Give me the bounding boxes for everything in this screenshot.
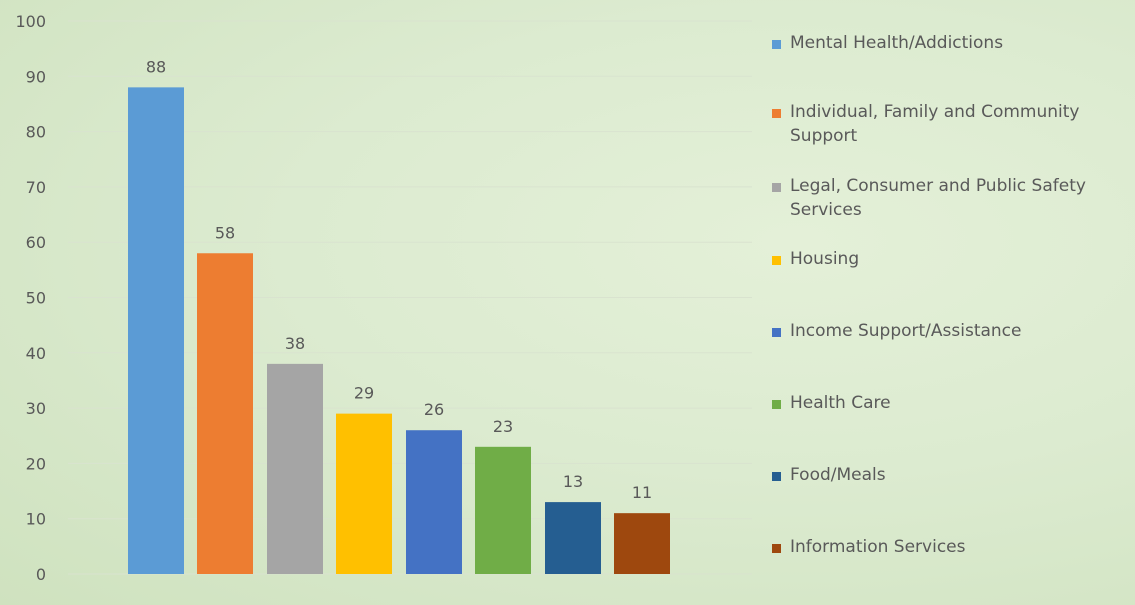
legend-swatch bbox=[772, 328, 781, 337]
bar-1 bbox=[128, 87, 184, 575]
bar-2 bbox=[197, 253, 253, 574]
y-axis-ticks: 0 10 20 30 40 50 60 70 80 90 100 bbox=[15, 12, 46, 584]
y-tick-label: 50 bbox=[26, 289, 46, 308]
legend-item-family-support: Individual, Family and Community Support bbox=[772, 100, 1132, 148]
data-label: 23 bbox=[493, 417, 513, 436]
data-label: 58 bbox=[215, 223, 235, 242]
bar-chart: 0 10 20 30 40 50 60 70 80 90 100 88 58 38 29 26 23 13 11 bbox=[15, 12, 752, 584]
data-label: 11 bbox=[632, 483, 652, 502]
legend-item-health-care: Health Care bbox=[772, 391, 1132, 415]
bar-4 bbox=[336, 413, 392, 574]
legend-item-food-meals: Food/Meals bbox=[772, 463, 1132, 487]
y-tick-label: 60 bbox=[26, 233, 46, 252]
legend: Mental Health/Addictions Individual, Fam… bbox=[772, 0, 1132, 605]
legend-swatch bbox=[772, 472, 781, 481]
data-label: 26 bbox=[424, 400, 444, 419]
y-tick-label: 90 bbox=[26, 67, 46, 86]
bar-8 bbox=[614, 513, 670, 574]
legend-swatch bbox=[772, 544, 781, 553]
y-tick-label: 100 bbox=[15, 12, 46, 31]
legend-item-information-services: Information Services bbox=[772, 535, 1132, 559]
data-label: 38 bbox=[285, 334, 305, 353]
legend-label: Health Care bbox=[790, 393, 891, 413]
y-tick-label: 80 bbox=[26, 123, 46, 142]
y-tick-label: 10 bbox=[26, 510, 46, 529]
y-tick-label: 30 bbox=[26, 399, 46, 418]
bars bbox=[128, 87, 670, 575]
bar-3 bbox=[267, 363, 323, 574]
legend-swatch bbox=[772, 400, 781, 409]
legend-swatch bbox=[772, 109, 781, 118]
bar-6 bbox=[475, 446, 531, 574]
y-tick-label: 40 bbox=[26, 344, 46, 363]
data-label: 29 bbox=[354, 384, 374, 403]
legend-label: Individual, Family and Community Support bbox=[790, 102, 1080, 146]
legend-label: Legal, Consumer and Public Safety Servic… bbox=[790, 176, 1086, 220]
legend-item-mental-health: Mental Health/Addictions bbox=[772, 31, 1132, 55]
legend-label: Housing bbox=[790, 249, 860, 269]
bar-7 bbox=[545, 502, 601, 574]
legend-item-housing: Housing bbox=[772, 247, 1132, 271]
data-label: 88 bbox=[146, 57, 166, 76]
legend-label: Information Services bbox=[790, 537, 966, 557]
legend-label: Food/Meals bbox=[790, 465, 886, 485]
y-tick-label: 70 bbox=[26, 178, 46, 197]
y-tick-label: 20 bbox=[26, 454, 46, 473]
bar-5 bbox=[406, 430, 462, 574]
legend-label: Mental Health/Addictions bbox=[790, 33, 1004, 53]
legend-label: Income Support/Assistance bbox=[790, 321, 1022, 341]
legend-item-legal-services: Legal, Consumer and Public Safety Servic… bbox=[772, 174, 1132, 222]
legend-item-income-support: Income Support/Assistance bbox=[772, 319, 1132, 343]
data-label: 13 bbox=[563, 472, 583, 491]
legend-swatch bbox=[772, 40, 781, 49]
y-tick-label: 0 bbox=[36, 565, 46, 584]
legend-swatch bbox=[772, 183, 781, 192]
legend-swatch bbox=[772, 256, 781, 265]
data-labels: 88 58 38 29 26 23 13 11 bbox=[146, 57, 652, 502]
